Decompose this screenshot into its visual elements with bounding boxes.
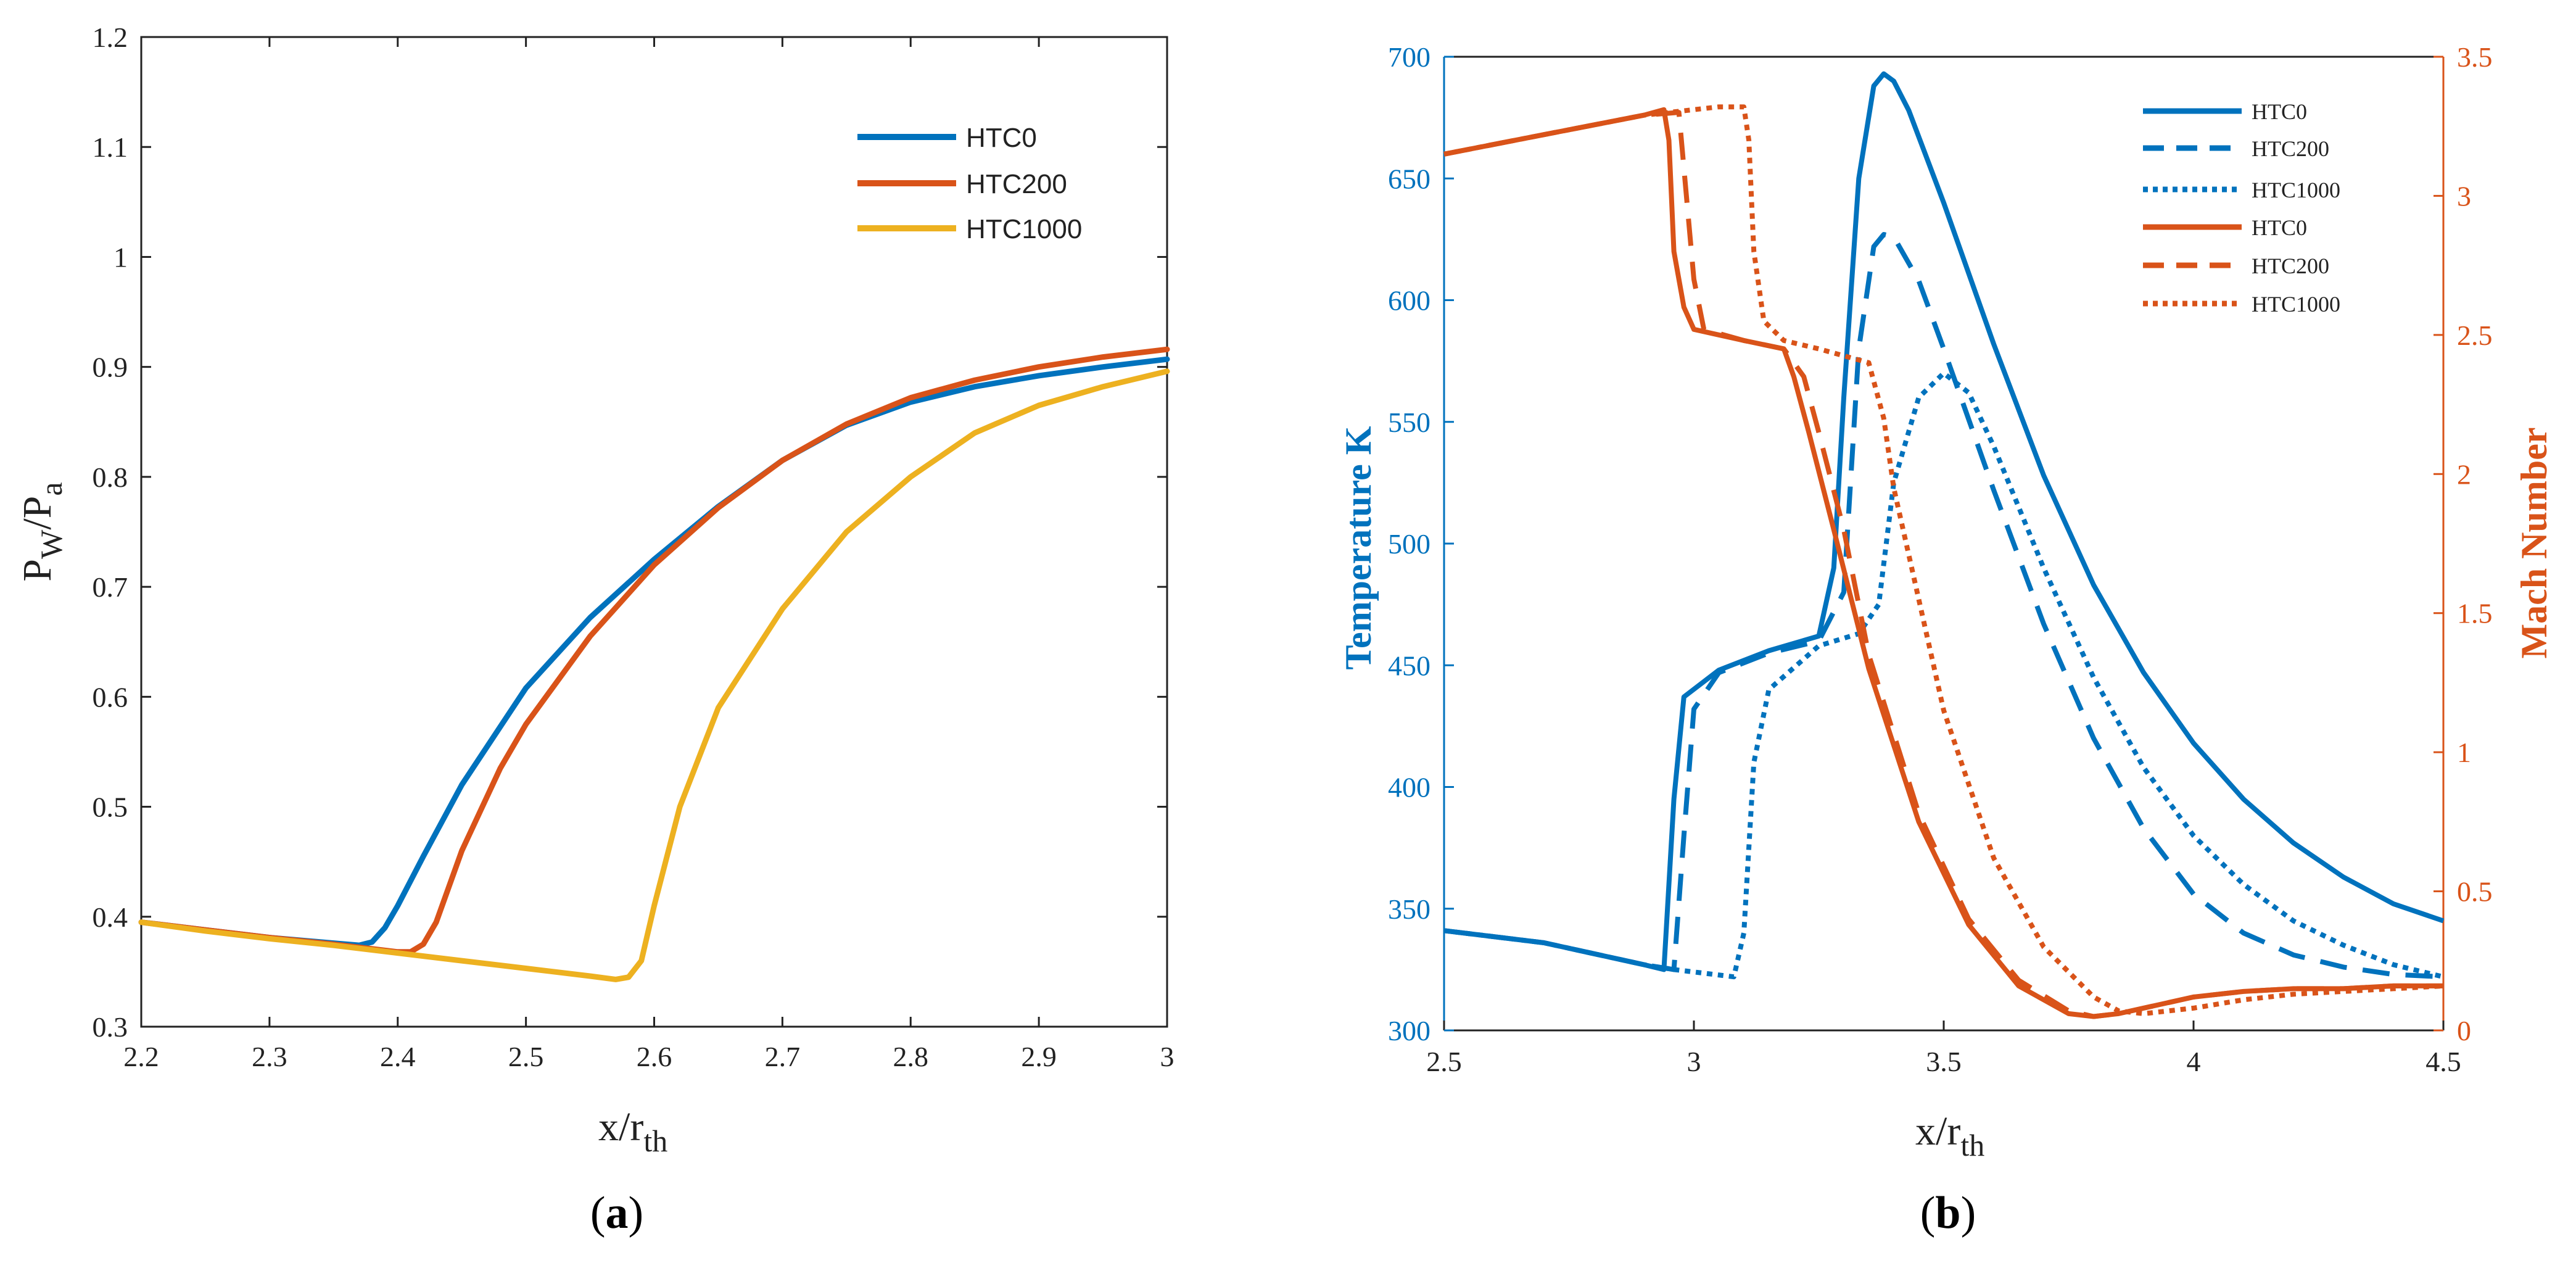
chart-a-series — [138, 346, 1170, 982]
x-tick-label: 2.2 — [123, 1041, 159, 1072]
y-tick-label-right: 3 — [2457, 180, 2471, 212]
x-tick-label: 2.7 — [765, 1041, 801, 1072]
chart-a-legend: HTC0 HTC200 HTC1000 — [857, 123, 1082, 244]
chart-b-series — [1443, 71, 2445, 1019]
y-tick-label-right: 3.5 — [2457, 41, 2493, 73]
y-tick-label: 0.5 — [93, 792, 128, 823]
chart-b-x-label-main: x/r — [1915, 1109, 1960, 1154]
chart-a: 2.2 2.3 2.4 2.5 2.6 2.7 2.8 2.9 3 0.30.40.50.60.… — [15, 22, 1174, 1238]
y-tick-label-left: 500 — [1388, 528, 1430, 560]
y-tick-label: 0.8 — [93, 462, 128, 493]
x-tick-label: 3 — [1687, 1046, 1701, 1077]
x-tick-label: 2.6 — [637, 1041, 672, 1072]
panel-b-letter: b — [1935, 1188, 1960, 1238]
chart-a-x-label: x/rth — [598, 1104, 667, 1158]
legend-b-label-t-htc200: HTC200 — [2252, 136, 2329, 161]
y-tick-label: 1.2 — [93, 22, 128, 53]
x-tick-label: 2.4 — [380, 1041, 416, 1072]
panel-a-letter: a — [606, 1188, 629, 1238]
legend-b-label-m-htc200: HTC200 — [2252, 254, 2329, 278]
y-tick-label-left: 600 — [1388, 285, 1430, 317]
chart-a-y-label: PW/Pa — [15, 482, 68, 581]
chart-a-y-label-sub-w: W — [34, 529, 68, 559]
x-tick-label: 3.5 — [1926, 1046, 1962, 1077]
x-tick-label: 2.5 — [1426, 1046, 1462, 1077]
chart-b-y-ticks-left: 300 350 400 450 500 550 600 650 700 — [1388, 41, 1454, 1046]
x-tick-label: 4.5 — [2425, 1046, 2461, 1077]
y-tick-label: 0.3 — [93, 1011, 128, 1043]
y-tick-label-right: 2 — [2457, 458, 2471, 490]
chart-b-y-ticks-right: 0 0.5 1 1.5 2 2.5 3 3.5 — [2434, 41, 2493, 1046]
chart-b-x-ticks: 2.5 3 3.5 4 4.5 — [1426, 1021, 2461, 1077]
chart-b-x-label: x/rth — [1915, 1109, 1984, 1162]
y-tick-label-left: 650 — [1388, 163, 1430, 194]
series-line-mach-htc200 — [1443, 110, 2443, 1019]
legend-b-label-m-htc0: HTC0 — [2252, 215, 2307, 240]
y-tick-label-left: 550 — [1388, 407, 1430, 438]
x-tick-label: 2.5 — [508, 1041, 544, 1072]
y-tick-label-right: 0 — [2457, 1015, 2471, 1046]
y-tick-label-left: 450 — [1388, 650, 1430, 681]
y-tick-label-right: 0.5 — [2457, 876, 2493, 908]
y-tick-label-right: 1.5 — [2457, 598, 2493, 629]
y-tick-label: 0.6 — [93, 681, 128, 713]
chart-b: 2.5 3 3.5 4 4.5 300350400450500550600650700 … — [1338, 41, 2554, 1238]
legend-b-label-t-htc0: HTC0 — [2252, 99, 2307, 124]
legend-b-label-m-htc1000: HTC1000 — [2252, 292, 2340, 317]
y-tick-label-left: 400 — [1388, 772, 1430, 803]
x-tick-label: 3 — [1160, 1041, 1174, 1072]
x-tick-label: 2.8 — [893, 1041, 929, 1072]
legend-a-label-htc1000: HTC1000 — [966, 214, 1082, 244]
chart-b-x-label-sub: th — [1960, 1128, 1984, 1162]
chart-a-y-label-sub-a: a — [34, 482, 68, 495]
y-tick-label: 0.7 — [93, 571, 128, 603]
panel-label-b: (b) — [1920, 1188, 1976, 1238]
legend-a-label-htc0: HTC0 — [966, 123, 1037, 153]
y-tick-label: 1.1 — [93, 131, 128, 163]
x-tick-label: 4 — [2187, 1046, 2201, 1077]
chart-a-x-label-sub: th — [643, 1124, 667, 1158]
series-line-temperature-htc1000 — [1443, 370, 2444, 980]
panel-label-a: (a) — [590, 1188, 643, 1238]
y-tick-label: 0.4 — [93, 901, 128, 933]
y-tick-label-left: 300 — [1388, 1015, 1430, 1046]
y-tick-label-left: 350 — [1388, 893, 1430, 925]
chart-a-x-ticks: 2.2 2.3 2.4 2.5 2.6 2.7 2.8 2.9 3 — [123, 37, 1174, 1072]
chart-a-plot-area — [140, 36, 1168, 1028]
y-tick-label-left: 700 — [1388, 41, 1430, 73]
chart-a-y-ticks: 0.3 0.4 0.5 0.6 0.7 0.8 0.9 1 1.1 1.2 — [93, 22, 1167, 1043]
chart-b-y-label-right: Mach Number — [2514, 428, 2554, 659]
series-line-temperature-htc0 — [1443, 71, 2445, 972]
y-tick-label-right: 1 — [2457, 737, 2471, 768]
y-tick-label: 1 — [114, 241, 128, 273]
x-tick-label: 2.9 — [1021, 1041, 1057, 1072]
panel-a-open: ( — [590, 1188, 606, 1238]
legend-a-label-htc200: HTC200 — [966, 169, 1067, 199]
chart-a-x-label-main: x/r — [598, 1104, 643, 1149]
x-tick-label: 2.3 — [252, 1041, 287, 1072]
chart-a-y-label-mid: /P — [15, 496, 60, 530]
chart-b-legend: HTC0 HTC200 HTC1000 HTC0 HTC200 HTC1000 — [2143, 99, 2340, 317]
panel-b-open: ( — [1920, 1188, 1936, 1238]
panel-b-close: ) — [1961, 1188, 1976, 1238]
series-line-htc1000 — [138, 368, 1170, 982]
panel-a-close: ) — [629, 1188, 644, 1238]
y-tick-label-right: 2.5 — [2457, 320, 2493, 351]
y-tick-label: 0.9 — [93, 352, 128, 383]
legend-b-label-t-htc1000: HTC1000 — [2252, 178, 2340, 202]
chart-b-y-label-left: Temperature K — [1338, 426, 1379, 669]
series-line-temperature-htc200 — [1443, 232, 2444, 980]
chart-a-y-label-p: P — [15, 559, 60, 582]
